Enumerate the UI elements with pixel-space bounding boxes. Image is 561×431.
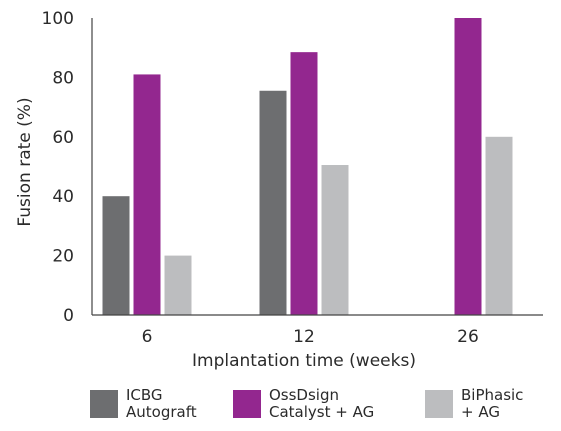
- y-tick-label: 20: [52, 247, 74, 267]
- x-tick-label: 6: [142, 327, 153, 347]
- bar-26-weeks-series-2: [485, 136, 513, 315]
- x-tick-label: 12: [293, 327, 315, 347]
- y-axis-ticks: 0 20 40 60 80 100: [42, 9, 74, 326]
- bar-26-weeks-series-1: [454, 18, 482, 315]
- y-axis-label: Fusion rate (%): [15, 97, 35, 226]
- y-tick-label: 60: [52, 128, 74, 148]
- x-axis-label: Implantation time (weeks): [192, 351, 416, 371]
- bar-6-weeks-series-1: [133, 74, 161, 316]
- bars: [102, 18, 513, 316]
- bar-12-weeks-series-0: [259, 90, 287, 315]
- x-tick-label: 26: [457, 327, 479, 347]
- y-tick-label: 40: [52, 187, 74, 207]
- y-tick-label: 0: [63, 306, 74, 326]
- bar-12-weeks-series-1: [290, 52, 318, 315]
- bar-6-weeks-series-0: [102, 196, 130, 315]
- y-tick-label: 100: [42, 9, 74, 29]
- x-axis-ticks: 6 12 26: [142, 327, 479, 347]
- bar-6-weeks-series-2: [164, 255, 192, 315]
- bar-12-weeks-series-2: [321, 165, 349, 315]
- y-tick-label: 80: [52, 68, 74, 88]
